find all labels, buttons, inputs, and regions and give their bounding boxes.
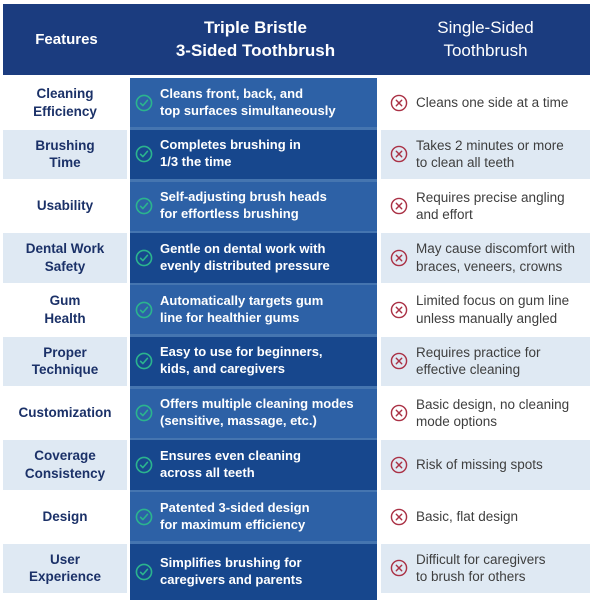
check-icon (135, 352, 153, 370)
feature-cell: Brushing Time (3, 129, 127, 179)
cross-icon (390, 249, 408, 267)
pro-text: Automatically targets gum line for healt… (160, 292, 324, 325)
cross-icon (390, 456, 408, 474)
pro-text: Gentle on dental work with evenly distri… (160, 240, 330, 273)
header-triple-bristle: Triple Bristle 3-Sided Toothbrush (175, 18, 336, 60)
pro-cell: Cleans front, back, and top surfaces sim… (130, 78, 377, 128)
con-cell: Requires precise angling and effort (381, 181, 590, 231)
con-text: Difficult for caregivers to brush for ot… (416, 551, 546, 585)
feature-cell: Gum Health (3, 285, 127, 335)
feature-cell: Proper Technique (3, 336, 127, 386)
pro-cell: Easy to use for beginners, kids, and car… (130, 336, 377, 386)
pro-text: Completes brushing in 1/3 the time (160, 137, 301, 170)
feature-cell: User Experience (3, 543, 127, 593)
feature-cell: Usability (3, 181, 127, 231)
pro-cell: Offers multiple cleaning modes (sensitiv… (130, 388, 377, 438)
check-icon (135, 145, 153, 163)
con-text: Risk of missing spots (416, 457, 543, 473)
con-cell: Risk of missing spots (381, 440, 590, 490)
cross-icon (390, 145, 408, 163)
con-cell: Limited focus on gum line unless manuall… (381, 285, 590, 335)
pro-cell: Patented 3-sided design for maximum effi… (130, 492, 377, 542)
check-icon (135, 301, 153, 319)
pro-cell: Completes brushing in 1/3 the time (130, 129, 377, 179)
con-cell: Requires practice for effective cleaning (381, 336, 590, 386)
pro-cell: Ensures even cleaning across all teeth (130, 440, 377, 490)
pro-text: Cleans front, back, and top surfaces sim… (160, 85, 336, 118)
pro-cell: Gentle on dental work with evenly distri… (130, 233, 377, 283)
pro-text: Patented 3-sided design for maximum effi… (160, 499, 310, 532)
pro-cell: Automatically targets gum line for healt… (130, 285, 377, 335)
pro-text: Simplifies brushing for caregivers and p… (160, 554, 303, 587)
con-cell: May cause discomfort with braces, veneer… (381, 233, 590, 283)
feature-cell: Customization (3, 388, 127, 438)
feature-cell: Design (3, 492, 127, 542)
con-text: Cleans one side at a time (416, 94, 569, 110)
header-features: Features (35, 30, 98, 48)
feature-cell: Coverage Consistency (3, 440, 127, 490)
check-icon (135, 563, 153, 581)
comparison-table: Features Triple Bristle 3-Sided Toothbru… (3, 4, 590, 600)
cross-icon (390, 94, 408, 112)
cross-icon (390, 404, 408, 422)
check-icon (135, 249, 153, 267)
con-text: Requires precise angling and effort (416, 189, 565, 223)
cross-icon (390, 197, 408, 215)
cross-icon (390, 301, 408, 319)
cross-icon (390, 508, 408, 526)
con-text: Limited focus on gum line unless manuall… (416, 293, 570, 326)
table-body: Cleaning Efficiency Brushing Time Usabil… (3, 78, 590, 600)
pro-text: Ensures even cleaning across all teeth (160, 447, 301, 480)
header-single-sided: Single-Sided Toothbrush (437, 18, 534, 60)
con-text: Requires practice for effective cleaning (416, 344, 541, 378)
pro-text: Easy to use for beginners, kids, and car… (160, 344, 323, 377)
con-cell: Takes 2 minutes or more to clean all tee… (381, 129, 590, 179)
cross-icon (390, 559, 408, 577)
feature-cell: Dental Work Safety (3, 233, 127, 283)
check-icon (135, 94, 153, 112)
cross-icon (390, 352, 408, 370)
con-cell: Cleans one side at a time (381, 78, 590, 128)
check-icon (135, 197, 153, 215)
check-icon (135, 508, 153, 526)
con-text: May cause discomfort with braces, veneer… (416, 241, 576, 274)
triple-bristle-column: Cleans front, back, and top surfaces sim… (130, 78, 377, 600)
con-text: Basic, flat design (416, 508, 519, 524)
single-sided-column: Cleans one side at a time Takes 2 minute… (381, 78, 590, 593)
con-cell: Basic design, no cleaning mode options (381, 388, 590, 438)
con-text: Basic design, no cleaning mode options (416, 396, 570, 430)
pro-cell: Simplifies brushing for caregivers and p… (130, 543, 377, 600)
features-column: Cleaning Efficiency Brushing Time Usabil… (3, 78, 127, 593)
con-cell: Difficult for caregivers to brush for ot… (381, 543, 590, 593)
check-icon (135, 456, 153, 474)
check-icon (135, 404, 153, 422)
table-header: Features Triple Bristle 3-Sided Toothbru… (3, 4, 590, 75)
con-cell: Basic, flat design (381, 492, 590, 542)
pro-cell: Self-adjusting brush heads for effortles… (130, 181, 377, 231)
pro-text: Self-adjusting brush heads for effortles… (160, 189, 327, 222)
feature-cell: Cleaning Efficiency (3, 78, 127, 128)
con-text: Takes 2 minutes or more to clean all tee… (416, 137, 564, 171)
pro-text: Offers multiple cleaning modes (sensitiv… (160, 396, 354, 429)
